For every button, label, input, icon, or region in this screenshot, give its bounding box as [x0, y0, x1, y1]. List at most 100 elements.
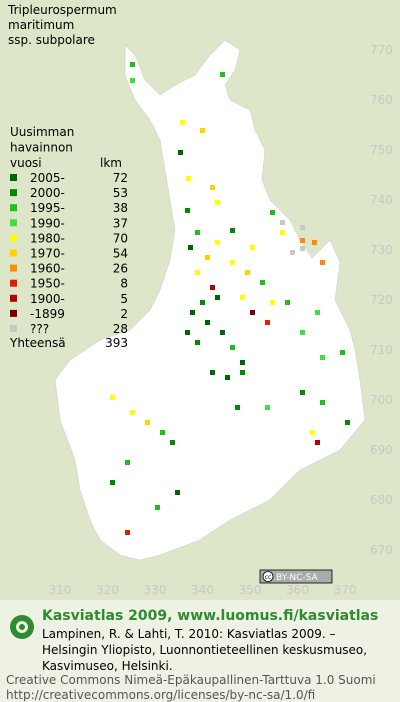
legend-label: 1950- — [30, 277, 65, 291]
observation-square — [312, 240, 317, 245]
y-grid-label: 740 — [370, 193, 393, 207]
y-grid-label: 770 — [370, 43, 393, 57]
observation-square — [175, 490, 180, 495]
observation-square — [195, 270, 200, 275]
observation-square — [215, 240, 220, 245]
legend-label: 1960- — [30, 262, 65, 276]
legend-count: 53 — [113, 186, 128, 200]
x-grid-label: 330 — [144, 583, 167, 597]
observation-square — [195, 340, 200, 345]
observation-square — [250, 310, 255, 315]
x-grid-label: 370 — [334, 583, 357, 597]
citation: Kasvimuseo, Helsinki. — [42, 659, 173, 673]
observation-square — [230, 260, 235, 265]
legend-swatch — [10, 249, 17, 257]
observation-square — [240, 360, 245, 365]
observation-square — [110, 480, 115, 485]
legend-label: 1980- — [30, 231, 65, 245]
legend-total-label: Yhteensä — [9, 336, 66, 350]
legend-count: 38 — [113, 201, 128, 215]
y-grid-label: 700 — [370, 393, 393, 407]
legend-label: 2000- — [30, 186, 65, 200]
observation-square — [180, 120, 185, 125]
grid-labels: 770 760 750 740 730 720 710 700 690 680 670 310 320 3… — [49, 43, 393, 597]
legend-count: 5 — [120, 292, 128, 306]
observation-square — [250, 245, 255, 250]
citation: Lampinen, R. & Lahti, T. 2010: Kasviatla… — [42, 627, 336, 641]
observation-square — [290, 250, 295, 255]
observation-square — [200, 300, 205, 305]
legend-swatch — [10, 264, 17, 272]
legend-swatch — [10, 234, 17, 242]
brand: Kasviatlas 2009, www.luomus.fi/kasviatla… — [42, 608, 378, 624]
legend-swatch — [10, 294, 17, 302]
x-grid-label: 320 — [96, 583, 119, 597]
legend-swatch — [10, 279, 17, 287]
observation-square — [185, 330, 190, 335]
y-grid-label: 720 — [370, 293, 393, 307]
y-grid-label: 710 — [370, 343, 393, 357]
observation-square — [130, 78, 135, 83]
y-grid-label: 670 — [370, 543, 393, 557]
y-grid-label: 760 — [370, 93, 393, 107]
legend-swatch — [10, 309, 17, 317]
legend-count: 2 — [120, 307, 128, 321]
observation-square — [185, 208, 190, 213]
observation-square — [320, 400, 325, 405]
y-grid-label: 680 — [370, 493, 393, 507]
legend-label: 1900- — [30, 292, 65, 306]
observation-square — [125, 460, 130, 465]
x-grid-label: 350 — [239, 583, 262, 597]
observation-square — [270, 210, 275, 215]
observation-square — [210, 285, 215, 290]
badge-icon: cc — [265, 574, 272, 581]
legend-label: 1995- — [30, 201, 65, 215]
legend-label: ??? — [30, 322, 49, 336]
legend-count: 37 — [113, 216, 128, 230]
legend-count: 28 — [113, 322, 128, 336]
observation-square — [130, 410, 135, 415]
observation-square — [260, 280, 265, 285]
legend-heading: vuosi — [10, 156, 42, 170]
logo — [10, 615, 34, 639]
observation-square — [230, 228, 235, 233]
title: maritimum — [8, 18, 74, 32]
legend-label: 1990- — [30, 216, 65, 230]
observation-square — [320, 260, 325, 265]
finland-outline — [54, 39, 366, 561]
observation-square — [265, 320, 270, 325]
observation-square — [188, 245, 193, 250]
observation-square — [215, 200, 220, 205]
observation-square — [195, 230, 200, 235]
observation-square — [340, 350, 345, 355]
observation-square — [190, 310, 195, 315]
legend-swatch — [10, 325, 17, 332]
x-grid-label: 310 — [49, 583, 72, 597]
license-badge: cc BY-NC-SA — [259, 569, 333, 584]
observation-square — [220, 72, 225, 77]
observation-square — [178, 150, 183, 155]
observation-square — [200, 128, 205, 133]
license: Creative Commons Nimeä-Epäkaupallinen-Ta… — [6, 673, 376, 687]
legend-label: 1970- — [30, 247, 65, 261]
observation-square — [220, 330, 225, 335]
badge-text: BY-NC-SA — [276, 573, 319, 583]
observation-square — [210, 370, 215, 375]
observation-square — [300, 246, 305, 251]
observation-square — [145, 420, 150, 425]
observation-squares — [110, 62, 350, 535]
citation: Helsingin Yliopisto, Luonnontieteellinen… — [42, 643, 367, 657]
observation-square — [110, 395, 115, 400]
observation-square — [285, 300, 290, 305]
observation-square — [215, 295, 220, 300]
legend-count: 26 — [113, 262, 128, 276]
legend-label: 2005- — [30, 171, 65, 185]
y-grid-label: 730 — [370, 243, 393, 257]
y-grid-label: 690 — [370, 443, 393, 457]
legend-heading: Uusimman — [10, 125, 74, 139]
legend-swatch — [10, 189, 17, 197]
observation-square — [240, 370, 245, 375]
legend-count-heading: lkm — [100, 156, 122, 170]
license: http://creativecommons.org/licenses/by-n… — [6, 688, 315, 702]
